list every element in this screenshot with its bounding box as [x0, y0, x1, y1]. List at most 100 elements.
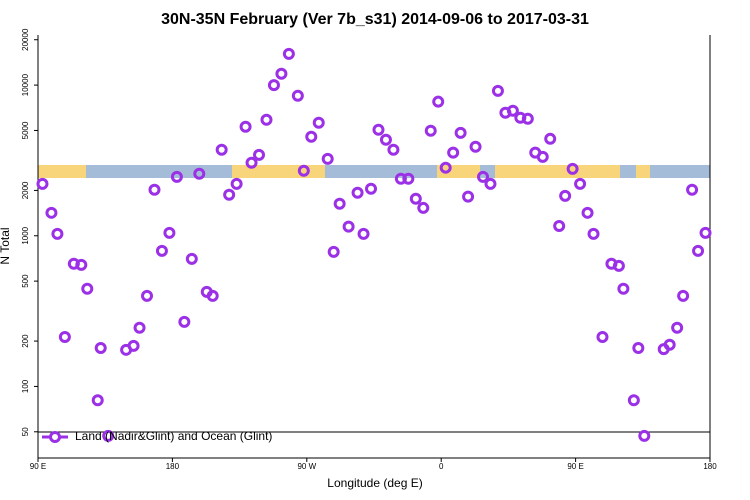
point — [596, 330, 609, 343]
point — [178, 315, 191, 328]
point — [312, 116, 325, 129]
point — [91, 394, 104, 407]
point — [544, 132, 557, 145]
point — [275, 67, 288, 80]
x-axis-label: Longitude (deg E) — [327, 476, 422, 490]
point — [612, 259, 625, 272]
land-band — [232, 165, 325, 178]
point — [587, 227, 600, 240]
point — [127, 339, 140, 352]
point — [155, 244, 168, 257]
point — [75, 258, 88, 271]
point — [627, 394, 640, 407]
point — [506, 104, 519, 117]
point — [536, 150, 549, 163]
point — [409, 192, 422, 205]
point — [469, 140, 482, 153]
y-axis-label: N Total — [0, 227, 12, 264]
point — [239, 120, 252, 133]
land-band — [38, 165, 86, 178]
point — [206, 289, 219, 302]
point — [58, 330, 71, 343]
land-band — [495, 165, 620, 178]
legend-swatch-marker — [49, 431, 61, 443]
x-tick-label: 0 — [439, 462, 444, 471]
x-tick-label: 90 E — [30, 462, 46, 471]
point — [102, 429, 115, 442]
point — [477, 170, 490, 183]
y-tick-label: 200 — [21, 334, 30, 348]
point — [417, 201, 430, 214]
point — [94, 341, 107, 354]
y-tick-label: 1000 — [21, 226, 30, 244]
point — [581, 206, 594, 219]
x-tick-label: 90 E — [567, 462, 583, 471]
point — [632, 341, 645, 354]
point — [394, 172, 407, 185]
y-tick-label: 10000 — [21, 73, 30, 96]
point — [305, 130, 318, 143]
point — [327, 245, 340, 258]
point — [215, 143, 228, 156]
chart-title: 30N-35N February (Ver 7b_s31) 2014-09-06… — [161, 11, 589, 28]
x-tick-label: 180 — [703, 462, 717, 471]
point — [365, 182, 378, 195]
point — [553, 220, 566, 233]
point — [566, 162, 579, 175]
y-tick-label: 5000 — [21, 121, 30, 139]
point — [559, 189, 572, 202]
point — [321, 152, 334, 165]
point — [521, 112, 534, 125]
point — [133, 321, 146, 334]
point — [351, 186, 364, 199]
y-tick-label: 20000 — [21, 28, 30, 51]
point — [333, 197, 346, 210]
point — [36, 177, 49, 190]
point — [663, 338, 676, 351]
point — [148, 183, 161, 196]
y-tick-label: 2000 — [21, 181, 30, 199]
point — [223, 188, 236, 201]
point — [447, 146, 460, 159]
point — [372, 123, 385, 136]
point — [230, 177, 243, 190]
point — [342, 220, 355, 233]
point — [638, 429, 651, 442]
point — [491, 84, 504, 97]
point — [45, 206, 58, 219]
land-band — [437, 165, 480, 178]
land-band — [636, 165, 650, 178]
point — [699, 226, 712, 239]
point — [260, 113, 273, 126]
x-tick-label: 180 — [166, 462, 180, 471]
point — [692, 244, 705, 257]
legend-label: Land (Nadir&Glint) and Ocean (Glint) — [75, 429, 272, 443]
point — [357, 227, 370, 240]
point — [677, 289, 690, 302]
point — [686, 183, 699, 196]
point — [671, 321, 684, 334]
point — [267, 79, 280, 92]
point — [282, 47, 295, 60]
x-tick-label: 90 W — [297, 462, 316, 471]
point — [51, 227, 64, 240]
point — [170, 170, 183, 183]
point — [574, 177, 587, 190]
surface-mask — [38, 165, 710, 178]
point — [379, 133, 392, 146]
point — [185, 252, 198, 265]
point — [424, 124, 437, 137]
point — [291, 89, 304, 102]
point — [484, 177, 497, 190]
point — [245, 156, 258, 169]
y-tick-label: 500 — [21, 274, 30, 288]
point — [141, 289, 154, 302]
point — [81, 282, 94, 295]
point — [297, 164, 310, 177]
point — [439, 161, 452, 174]
y-tick-label: 50 — [21, 427, 30, 436]
point — [193, 167, 206, 180]
y-tick-label: 100 — [21, 379, 30, 393]
point — [462, 190, 475, 203]
